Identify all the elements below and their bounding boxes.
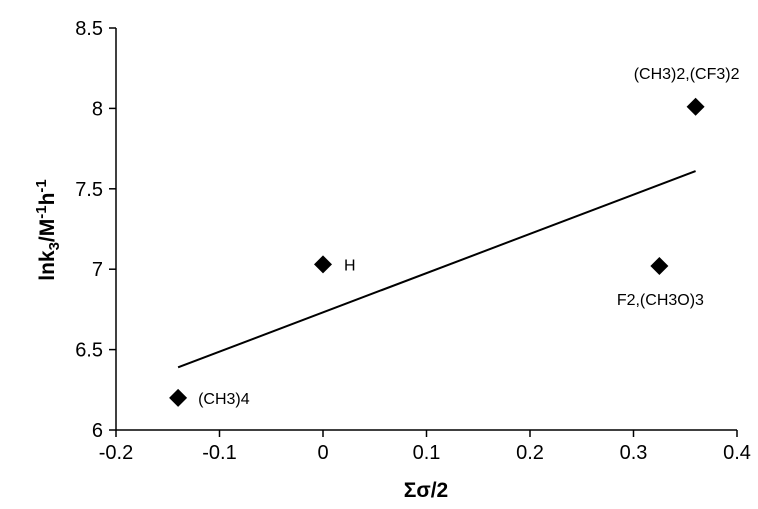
y-axis-title-h: h [36,193,59,206]
y-tick-label-4: 8 [92,98,103,120]
data-point-3 [686,97,705,116]
y-axis-title-unit: /M [36,219,59,242]
x-tick-label-6: 0.4 [723,442,751,464]
data-point-1 [314,255,332,274]
data-point-2 [650,256,669,275]
x-tick-label-0: -0.2 [99,442,133,464]
y-tick-label-3: 7.5 [75,179,103,201]
y-axis: 6 6.5 7 7.5 8 8.5 [75,18,117,442]
y-axis-title-superscript-2: -1 [33,179,50,192]
x-tick-label-1: -0.1 [202,442,236,464]
point-label-3: (CH3)2,(CF3)2 [634,66,740,83]
point-label-1: H [344,257,356,274]
point-label-0: (CH3)4 [198,391,250,408]
y-tick-label-5: 8.5 [75,18,103,40]
y-axis-title-superscript-1: -1 [33,205,50,218]
y-tick-label-2: 7 [92,259,103,281]
x-axis: -0.2 -0.1 0 0.1 0.2 0.3 0.4 [99,429,751,464]
x-tick-label-4: 0.2 [516,442,544,464]
x-tick-label-3: 0.1 [413,442,441,464]
point-label-2: F2,(CH3O)3 [617,292,704,309]
x-axis-title: Σσ/2 [404,479,448,502]
x-tick-label-2: 0 [317,442,328,464]
trendline [177,170,696,369]
y-axis-title-base: lnk [36,250,59,281]
points-group: (CH3)4 H F2,(CH3O)3 (CH3)2,(CF3)2 [169,66,740,408]
y-tick-label-0: 6 [92,420,103,442]
y-axis-title-subscript: 3 [46,242,63,250]
y-axis-title: lnk3/M-1h-1 [33,179,63,281]
y-tick-label-1: 6.5 [75,340,103,362]
trendline-group [177,170,696,369]
x-tick-label-5: 0.3 [620,442,648,464]
data-point-0 [169,388,188,407]
